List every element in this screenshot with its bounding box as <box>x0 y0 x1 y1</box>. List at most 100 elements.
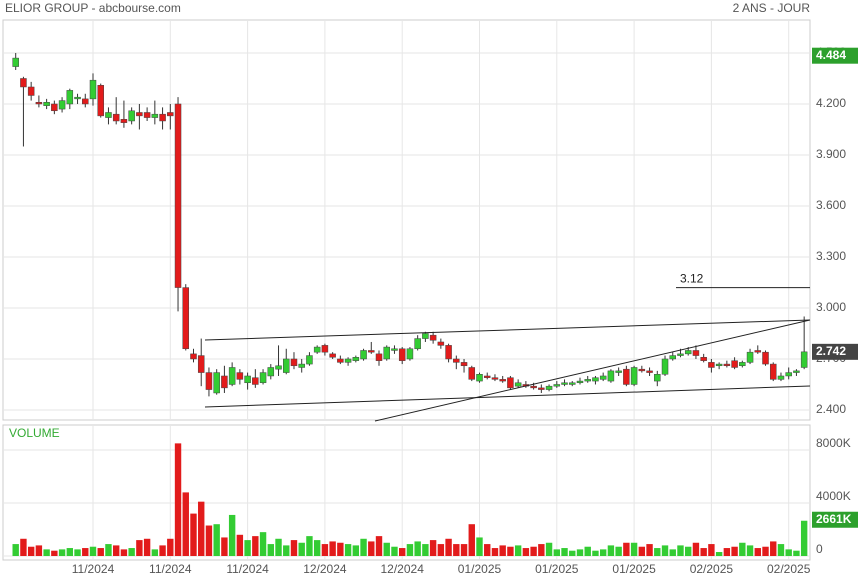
volume-bar <box>754 548 761 556</box>
candle-body <box>422 333 429 339</box>
volume-bar <box>360 538 367 556</box>
volume-bar <box>685 546 692 556</box>
volume-bar <box>105 544 112 556</box>
candle-body <box>259 372 267 384</box>
candle-body <box>283 358 290 373</box>
volume-tick-label: 8000K <box>816 436 851 450</box>
candle-body <box>769 363 777 380</box>
volume-bar <box>484 544 491 556</box>
candle-body <box>630 367 638 385</box>
candle-body <box>476 374 483 382</box>
volume-bar <box>561 548 568 556</box>
x-tick-label: 02/2025 <box>767 562 811 576</box>
candle-body <box>785 372 792 377</box>
volume-bar <box>599 549 607 556</box>
volume-bar <box>491 548 499 556</box>
volume-bar <box>213 524 220 556</box>
volume-bar <box>136 540 143 556</box>
volume-bar <box>283 545 290 556</box>
candle-body <box>20 78 27 88</box>
volume-bar <box>368 541 375 556</box>
candle-body <box>329 353 336 358</box>
volume-bar <box>453 544 460 556</box>
volume-bar <box>143 538 151 556</box>
candle-body <box>677 353 684 356</box>
last-volume-box <box>812 511 858 528</box>
candle-body <box>561 382 568 385</box>
candle-body <box>460 362 468 367</box>
volume-bar <box>313 540 321 556</box>
candle-body <box>468 367 476 380</box>
candle-body <box>97 85 104 117</box>
volume-tick-label: 4000K <box>816 489 851 503</box>
volume-bar <box>190 513 197 556</box>
candle-body <box>12 57 19 67</box>
candle-body <box>136 112 143 117</box>
volume-bar <box>159 545 166 556</box>
candle-body <box>275 365 282 370</box>
x-tick-label: 01/2025 <box>458 562 502 576</box>
candle-body <box>615 370 622 373</box>
volume-title: VOLUME <box>9 426 60 440</box>
candle-body <box>754 350 762 353</box>
volume-bar <box>174 443 182 556</box>
candle-body <box>746 351 754 363</box>
candle-body <box>453 358 460 363</box>
high-marker-box <box>812 47 858 64</box>
volume-bar <box>569 550 576 556</box>
volume-bar <box>290 540 298 556</box>
price-panel <box>2 19 811 421</box>
x-tick-label: 12/2024 <box>381 562 425 576</box>
candle-body <box>344 358 352 363</box>
candle-body <box>445 345 452 360</box>
volume-bar <box>623 542 630 556</box>
volume-bar <box>337 542 344 556</box>
candle-body <box>592 377 599 382</box>
candle-body <box>290 358 298 367</box>
volume-bar <box>584 546 591 556</box>
candle-body <box>530 385 537 389</box>
volume-bar <box>344 544 352 556</box>
volume-bar <box>267 544 274 556</box>
volume-bar <box>646 544 653 556</box>
volume-bar <box>82 548 89 556</box>
candle-body <box>205 372 213 390</box>
candle-body <box>800 351 808 368</box>
volume-bar <box>522 548 530 556</box>
volume-bar <box>306 536 313 556</box>
volume-bar <box>228 514 236 556</box>
candle-body <box>197 355 205 373</box>
candle-body <box>669 355 676 360</box>
candle-body <box>414 338 421 350</box>
candle-body <box>167 112 174 117</box>
volume-bar <box>259 532 267 556</box>
candle-body <box>654 374 661 382</box>
x-tick-label: 11/2024 <box>149 562 192 576</box>
x-tick-label: 12/2024 <box>303 562 347 576</box>
volume-bar <box>715 552 723 556</box>
volume-bar <box>514 545 522 556</box>
candle-body <box>182 287 190 350</box>
volume-bar <box>762 546 769 556</box>
volume-bar <box>252 536 259 556</box>
volume-bar <box>638 546 646 556</box>
candle-body <box>507 377 514 389</box>
candle-body <box>692 350 700 356</box>
candle-body <box>298 363 305 368</box>
candle-body <box>174 103 182 288</box>
candle-body <box>120 119 128 123</box>
volume-bar <box>12 544 19 556</box>
last-price: 2.742 <box>816 344 846 358</box>
volume-bar <box>731 546 738 556</box>
volume-bar <box>437 544 445 556</box>
x-tick-label: 11/2024 <box>72 562 115 576</box>
volume-bar <box>244 540 251 556</box>
candle-body <box>228 367 236 385</box>
volume-bar <box>460 544 468 556</box>
volume-bar <box>120 549 128 556</box>
candle-body <box>723 363 731 367</box>
volume-bar <box>545 542 553 556</box>
volume-bar <box>375 536 383 556</box>
volume-panel <box>2 424 811 561</box>
candle-body <box>35 102 43 105</box>
